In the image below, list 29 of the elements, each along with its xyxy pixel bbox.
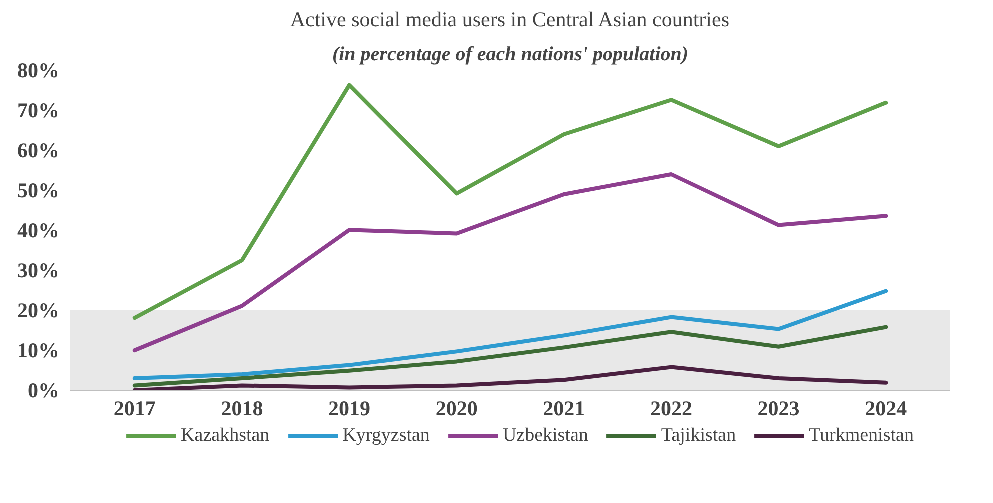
y-tick-label: 60%: [18, 138, 60, 162]
x-tick-label: 2021: [543, 396, 586, 420]
x-tick-label: 2018: [221, 396, 264, 420]
chart-subtitle: (in percentage of each nations' population): [332, 44, 689, 66]
x-tick-label: 2017: [114, 396, 156, 420]
y-tick-label: 40%: [18, 218, 60, 242]
line-series: [132, 83, 888, 320]
legend-label: Tajikistan: [661, 425, 736, 447]
y-tick-label: 50%: [18, 178, 60, 202]
x-tick-label: 2019: [328, 396, 371, 420]
legend-label: Uzbekistan: [502, 425, 588, 447]
y-tick-label: 0%: [28, 378, 60, 402]
legend-label: Kazakhstan: [181, 425, 270, 447]
line-series: [132, 289, 888, 380]
line-series: [132, 365, 888, 390]
x-tick-label: 2022: [650, 396, 692, 420]
x-tick-label: 2020: [436, 396, 478, 420]
legend-label: Turkmenistan: [809, 425, 914, 447]
chart-title: Active social media users in Central Asian countries: [290, 8, 730, 32]
x-tick-label: 2023: [758, 396, 800, 420]
y-tick-label: 30%: [18, 258, 60, 282]
y-tick-label: 80%: [18, 58, 60, 82]
y-tick-label: 70%: [18, 98, 60, 122]
line-series: [132, 325, 888, 388]
legend-label: Kyrgyzstan: [342, 425, 430, 447]
y-tick-label: 10%: [18, 338, 60, 362]
y-tick-label: 20%: [18, 298, 60, 322]
line-series: [132, 172, 888, 352]
x-tick-label: 2024: [865, 396, 908, 420]
